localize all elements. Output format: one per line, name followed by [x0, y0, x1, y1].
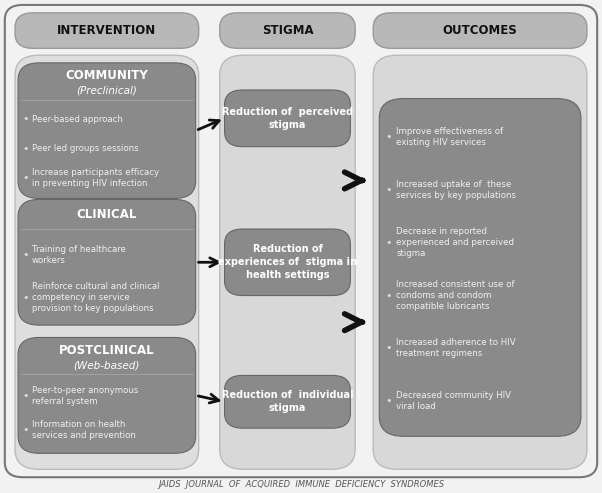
FancyBboxPatch shape [225, 90, 350, 147]
FancyBboxPatch shape [18, 63, 196, 199]
Text: STIGMA: STIGMA [262, 24, 313, 37]
Text: Information on health
services and prevention: Information on health services and preve… [32, 421, 136, 440]
Text: •: • [23, 143, 29, 154]
FancyBboxPatch shape [225, 229, 350, 295]
FancyBboxPatch shape [373, 13, 587, 48]
FancyBboxPatch shape [18, 199, 196, 325]
Text: Improve effectiveness of
existing HIV services: Improve effectiveness of existing HIV se… [396, 127, 503, 147]
Text: Increased consistent use of
condoms and condom
compatible lubricants: Increased consistent use of condoms and … [396, 280, 515, 311]
Text: Decreased community HIV
viral load: Decreased community HIV viral load [396, 391, 511, 411]
Text: Reduction of  perceived
stigma: Reduction of perceived stigma [222, 106, 353, 130]
Text: Reduction of
experiences of  stigma in
health settings: Reduction of experiences of stigma in he… [218, 244, 357, 281]
Text: INTERVENTION: INTERVENTION [57, 24, 157, 37]
FancyBboxPatch shape [379, 99, 581, 436]
Text: •: • [385, 132, 391, 142]
Text: Increase participants efficacy
in preventing HIV infection: Increase participants efficacy in preven… [32, 168, 159, 188]
Text: •: • [23, 114, 29, 124]
Text: (Web-based): (Web-based) [73, 360, 140, 370]
Text: •: • [385, 396, 391, 406]
Text: •: • [23, 293, 29, 303]
Text: •: • [23, 391, 29, 401]
FancyBboxPatch shape [373, 55, 587, 469]
FancyBboxPatch shape [220, 13, 355, 48]
Text: Training of healthcare
workers: Training of healthcare workers [32, 245, 126, 265]
Text: •: • [385, 290, 391, 301]
Text: CLINICAL: CLINICAL [76, 208, 137, 221]
FancyBboxPatch shape [15, 13, 199, 48]
FancyBboxPatch shape [220, 55, 355, 469]
Text: COMMUNITY: COMMUNITY [66, 70, 148, 82]
Text: Increased adherence to HIV
treatment regimens: Increased adherence to HIV treatment reg… [396, 338, 516, 358]
Text: Peer led groups sessions: Peer led groups sessions [32, 144, 138, 153]
Text: •: • [23, 425, 29, 435]
Text: •: • [23, 250, 29, 260]
Text: Reinforce cultural and clinical
competency in service
provision to key populatio: Reinforce cultural and clinical competen… [32, 282, 160, 314]
Text: Decrease in reported
experienced and perceived
stigma: Decrease in reported experienced and per… [396, 227, 514, 258]
FancyBboxPatch shape [225, 376, 350, 428]
Text: JAIDS  JOURNAL  OF  ACQUIRED  IMMUNE  DEFICIENCY  SYNDROMES: JAIDS JOURNAL OF ACQUIRED IMMUNE DEFICIE… [158, 480, 444, 489]
Text: POSTCLINICAL: POSTCLINICAL [59, 344, 155, 357]
FancyBboxPatch shape [5, 5, 597, 477]
Text: Reduction of  individual
stigma: Reduction of individual stigma [222, 390, 353, 414]
FancyBboxPatch shape [18, 337, 196, 454]
Text: •: • [385, 238, 391, 248]
Text: Increased uptake of  these
services by key populations: Increased uptake of these services by ke… [396, 180, 516, 200]
Text: OUTCOMES: OUTCOMES [442, 24, 518, 37]
Text: Peer-based approach: Peer-based approach [32, 115, 123, 124]
Text: Peer-to-peer anonymous
referral system: Peer-to-peer anonymous referral system [32, 387, 138, 406]
Text: •: • [385, 343, 391, 353]
Text: (Preclinical): (Preclinical) [76, 86, 137, 96]
Text: •: • [385, 185, 391, 195]
FancyBboxPatch shape [15, 55, 199, 469]
Text: •: • [23, 173, 29, 183]
